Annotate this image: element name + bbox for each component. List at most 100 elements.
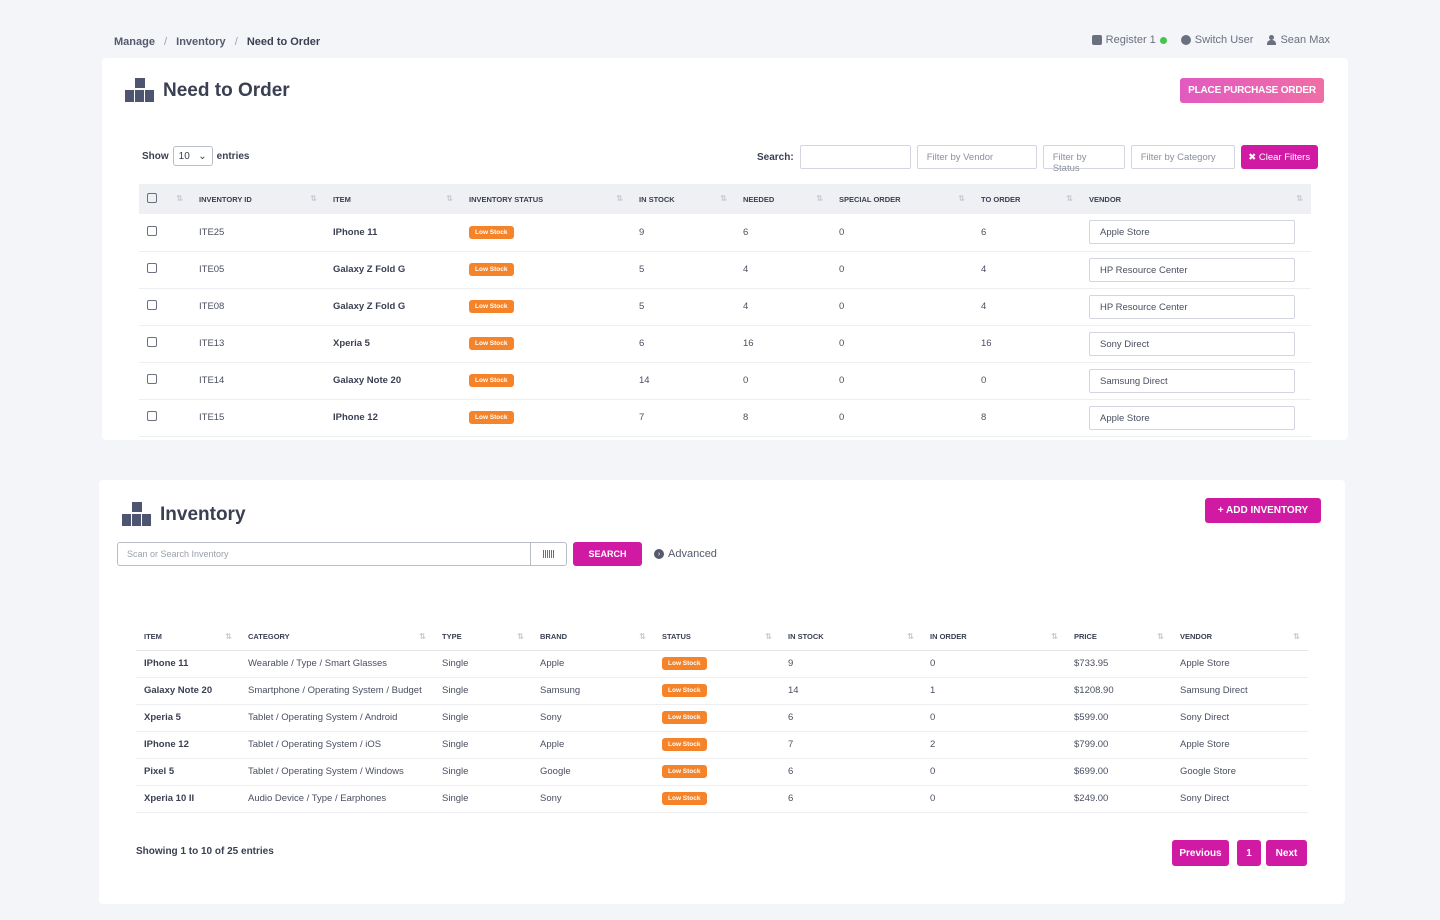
needed: 6 xyxy=(735,214,831,252)
breadcrumb-manage[interactable]: Manage xyxy=(114,36,155,48)
item-name[interactable]: Xperia 5 xyxy=(136,704,240,732)
in-stock: 6 xyxy=(780,704,922,732)
table-row[interactable]: Pixel 5 Tablet / Operating System / Wind… xyxy=(136,758,1308,786)
in-stock: 9 xyxy=(631,214,735,252)
item-name[interactable]: Pixel 5 xyxy=(136,758,240,786)
column-header[interactable]: ITEM ⇅ xyxy=(325,184,461,214)
table-row[interactable]: IPhone 11 Wearable / Type / Smart Glasse… xyxy=(136,650,1308,678)
brand: Apple xyxy=(532,731,654,759)
category: Audio Device / Type / Earphones xyxy=(240,785,434,813)
place-purchase-order-button[interactable]: PLACE PURCHASE ORDER xyxy=(1180,78,1324,103)
page-1-button[interactable]: 1 xyxy=(1237,840,1261,866)
row-checkbox[interactable] xyxy=(147,337,157,347)
column-header[interactable]: ITEM ⇅ xyxy=(136,624,240,651)
filter-status-input[interactable]: Filter by Status xyxy=(1042,145,1125,174)
vendor-input[interactable]: Samsung Direct xyxy=(1089,368,1295,393)
vendor: Sony Direct xyxy=(1172,785,1308,813)
breadcrumb-inventory[interactable]: Inventory xyxy=(176,36,226,48)
add-inventory-button[interactable]: + ADD INVENTORY xyxy=(1205,498,1321,523)
status-badge: Low Stock xyxy=(469,374,514,387)
item-name[interactable]: IPhone 12 xyxy=(325,399,461,437)
status-badge: Low Stock xyxy=(662,792,707,805)
column-header[interactable]: STATUS ⇅ xyxy=(654,624,780,651)
inventory-header: Inventory xyxy=(122,502,246,528)
filter-category-input[interactable]: Filter by Category xyxy=(1130,145,1235,169)
user-menu[interactable]: Sean Max xyxy=(1267,34,1330,46)
to-order: 4 xyxy=(973,251,1081,289)
column-header[interactable]: TYPE ⇅ xyxy=(434,624,532,651)
column-header[interactable]: IN ORDER ⇅ xyxy=(922,624,1066,651)
item-name[interactable]: IPhone 12 xyxy=(136,731,240,759)
column-header[interactable]: SPECIAL ORDER ⇅ xyxy=(831,184,973,214)
search-input[interactable] xyxy=(799,145,911,169)
vendor: Sony Direct xyxy=(1172,704,1308,732)
inventory-search-input[interactable]: Scan or Search Inventory xyxy=(117,542,567,566)
item-name[interactable]: IPhone 11 xyxy=(325,214,461,252)
brand: Samsung xyxy=(532,677,654,705)
item-name[interactable]: Xperia 10 II xyxy=(136,785,240,813)
brand: Google xyxy=(532,758,654,786)
filter-vendor-input[interactable]: Filter by Vendor xyxy=(916,145,1037,169)
vendor-input[interactable]: Sony Direct xyxy=(1089,331,1295,356)
vendor-input[interactable]: Apple Store xyxy=(1089,220,1295,245)
row-checkbox[interactable] xyxy=(147,374,157,384)
in-stock: 5 xyxy=(631,251,735,289)
in-order: 0 xyxy=(922,785,1066,813)
column-header[interactable]: NEEDED ⇅ xyxy=(735,184,831,214)
column-header[interactable]: INVENTORY ID ⇅ xyxy=(191,184,325,214)
table-row[interactable]: Xperia 5 Tablet / Operating System / And… xyxy=(136,704,1308,732)
previous-page-button[interactable]: Previous xyxy=(1172,840,1229,866)
type: Single xyxy=(434,731,532,759)
vendor-input[interactable]: HP Resource Center xyxy=(1089,257,1295,282)
table-row: ITE25 IPhone 11 Low Stock 9 6 0 6 Apple … xyxy=(139,214,1311,252)
column-header[interactable]: VENDOR ⇅ xyxy=(1172,624,1308,651)
column-header[interactable]: TO ORDER ⇅ xyxy=(973,184,1081,214)
column-header[interactable]: BRAND ⇅ xyxy=(532,624,654,651)
section-title: Inventory xyxy=(160,504,246,525)
column-header[interactable]: INVENTORY STATUS ⇅ xyxy=(461,184,631,214)
column-header[interactable]: VENDOR ⇅ xyxy=(1081,184,1311,214)
next-page-button[interactable]: Next xyxy=(1266,840,1307,866)
page-size-select[interactable]: 10 ⌄ xyxy=(172,146,213,166)
row-checkbox[interactable] xyxy=(147,225,157,236)
table-header-row: ⇅ INVENTORY ID ⇅ ITEM ⇅ INVENTORY STATUS ⇅ … xyxy=(139,184,1311,214)
barcode-scan-button[interactable] xyxy=(530,543,566,565)
price: $799.00 xyxy=(1066,731,1172,759)
table-row: ITE15 IPhone 12 Low Stock 7 8 0 8 Apple … xyxy=(139,399,1311,437)
item-name[interactable]: Galaxy Z Fold G xyxy=(325,288,461,326)
category: Tablet / Operating System / iOS xyxy=(240,731,434,759)
row-checkbox[interactable] xyxy=(147,263,157,273)
status-badge: Low Stock xyxy=(662,711,707,724)
select-all-checkbox[interactable] xyxy=(147,193,157,203)
register-link[interactable]: Register 1 xyxy=(1091,34,1167,46)
clear-filters-button[interactable]: ✖ Clear Filters xyxy=(1240,145,1318,169)
item-name[interactable]: Galaxy Z Fold G xyxy=(325,251,461,289)
breadcrumb-separator: / xyxy=(164,36,168,48)
show-label: Show xyxy=(142,150,169,162)
status-badge: Low Stock xyxy=(469,337,514,350)
column-header[interactable]: PRICE ⇅ xyxy=(1066,624,1172,651)
table-row[interactable]: Xperia 10 II Audio Device / Type / Earph… xyxy=(136,785,1308,813)
row-checkbox[interactable] xyxy=(147,411,157,421)
need-to-order-header: Need to Order xyxy=(125,78,290,104)
category: Tablet / Operating System / Android xyxy=(240,704,434,732)
advanced-search-toggle[interactable]: › Advanced xyxy=(654,548,717,560)
in-stock: 9 xyxy=(780,650,922,678)
table-row[interactable]: IPhone 12 Tablet / Operating System / iO… xyxy=(136,731,1308,759)
price: $1208.90 xyxy=(1066,677,1172,705)
column-header[interactable]: IN STOCK ⇅ xyxy=(780,624,922,651)
column-header[interactable]: CATEGORY ⇅ xyxy=(240,624,434,651)
row-checkbox[interactable] xyxy=(147,300,157,310)
column-header[interactable]: IN STOCK ⇅ xyxy=(631,184,735,214)
search-button[interactable]: SEARCH xyxy=(573,542,642,566)
table-row[interactable]: Galaxy Note 20 Smartphone / Operating Sy… xyxy=(136,677,1308,705)
item-name[interactable]: Xperia 5 xyxy=(325,325,461,363)
table-row: ITE14 Galaxy Note 20 Low Stock 14 0 0 0 … xyxy=(139,362,1311,400)
vendor-input[interactable]: HP Resource Center xyxy=(1089,294,1295,319)
switch-user-icon xyxy=(1180,35,1191,45)
vendor-input[interactable]: Apple Store xyxy=(1089,405,1295,430)
item-name[interactable]: Galaxy Note 20 xyxy=(136,677,240,705)
item-name[interactable]: Galaxy Note 20 xyxy=(325,362,461,400)
item-name[interactable]: IPhone 11 xyxy=(136,650,240,678)
switch-user-link[interactable]: Switch User xyxy=(1180,34,1253,46)
